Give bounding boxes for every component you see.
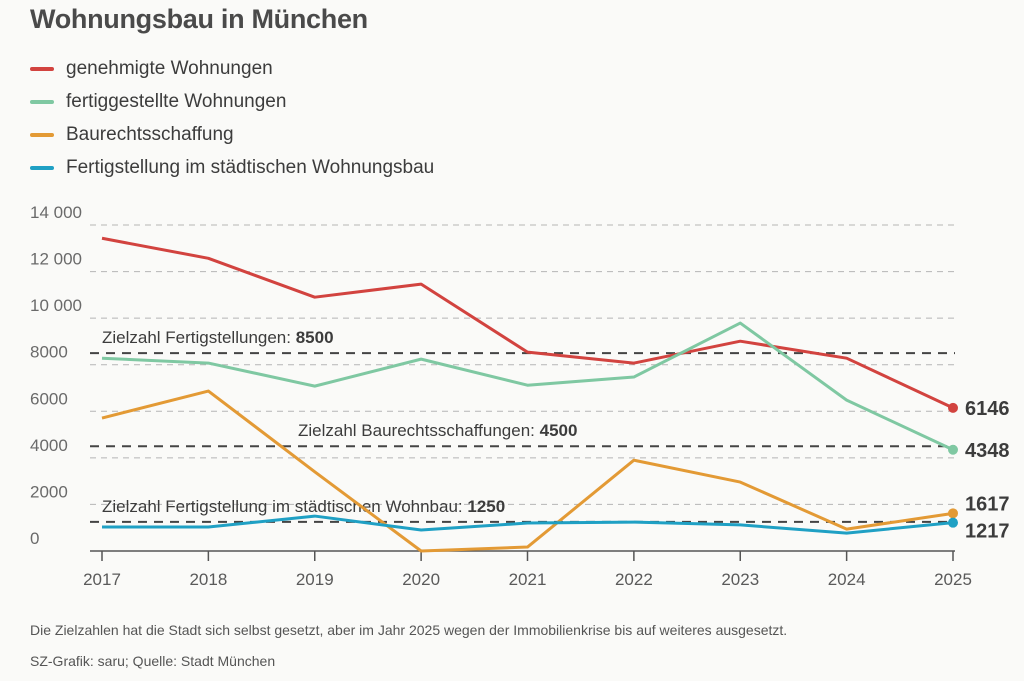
legend-label: genehmigte Wohnungen xyxy=(66,57,273,79)
legend: genehmigte Wohnungen fertiggestellte Woh… xyxy=(30,52,434,184)
series-line-3 xyxy=(102,514,954,535)
reference-label-text: Zielzahl Fertigstellung im städtischen W… xyxy=(102,497,467,516)
y-tick-label: 12 000 xyxy=(30,250,82,269)
series-line-0 xyxy=(101,236,954,410)
end-point-marker xyxy=(948,508,958,519)
chart-title: Wohnungsbau in München xyxy=(30,4,368,34)
reference-value: 8500 xyxy=(296,328,334,347)
reference-label-text: Zielzahl Fertigstellungen: xyxy=(102,328,296,347)
data-label: 4348 xyxy=(965,440,1010,462)
x-tick-label: 2021 xyxy=(509,570,547,589)
legend-label: Fertigstellung im städtischen Wohnungsba… xyxy=(66,156,435,178)
legend-label: Baurechtsschaffung xyxy=(66,123,234,145)
data-label: 6146 xyxy=(965,398,1010,420)
x-tick-label: 2022 xyxy=(615,570,653,589)
x-tick-label: 2018 xyxy=(189,570,227,589)
series-line-2 xyxy=(101,389,954,553)
source-credit: SZ-Grafik: saru; Quelle: Stadt München xyxy=(30,653,276,669)
x-tick-label: 2024 xyxy=(828,570,866,589)
x-tick-label: 2019 xyxy=(296,570,334,589)
legend-swatch xyxy=(30,165,54,170)
legend-swatch xyxy=(30,66,54,71)
legend-item: Baurechtsschaffung xyxy=(30,118,434,151)
reference-label: Zielzahl Baurechtsschaffungen: 4500 xyxy=(298,421,577,440)
y-tick-label: 10 000 xyxy=(30,296,82,315)
y-tick-label: 2000 xyxy=(30,482,68,501)
legend-item: genehmigte Wohnungen xyxy=(30,52,434,85)
end-point-marker xyxy=(948,444,958,455)
legend-item: fertiggestellte Wohnungen xyxy=(30,85,434,118)
end-point-marker xyxy=(948,517,958,528)
footnote: Die Zielzahlen hat die Stadt sich selbst… xyxy=(30,622,788,638)
series-line-1 xyxy=(101,321,954,452)
reference-label: Zielzahl Fertigstellung im städtischen W… xyxy=(102,497,505,516)
data-label: 1217 xyxy=(965,521,1010,543)
data-label: 1617 xyxy=(965,493,1010,515)
reference-value: 4500 xyxy=(540,421,578,440)
y-tick-label: 6000 xyxy=(30,389,68,408)
x-tick-label: 2017 xyxy=(83,570,121,589)
y-tick-label: 8000 xyxy=(30,343,68,362)
x-tick-label: 2023 xyxy=(721,570,759,589)
legend-swatch xyxy=(30,132,54,137)
y-tick-label: 14 000 xyxy=(30,203,82,222)
reference-label-text: Zielzahl Baurechtsschaffungen: xyxy=(298,421,540,440)
x-tick-label: 2020 xyxy=(402,570,440,589)
end-point-marker xyxy=(948,402,958,413)
legend-label: fertiggestellte Wohnungen xyxy=(66,90,287,112)
y-tick-label: 0 xyxy=(30,529,39,548)
legend-item: Fertigstellung im städtischen Wohnungsba… xyxy=(30,151,434,184)
x-tick-label: 2025 xyxy=(934,570,972,589)
y-tick-label: 4000 xyxy=(30,436,68,455)
reference-value: 1250 xyxy=(467,497,505,516)
legend-swatch xyxy=(30,99,54,104)
reference-label: Zielzahl Fertigstellungen: 8500 xyxy=(102,328,334,347)
